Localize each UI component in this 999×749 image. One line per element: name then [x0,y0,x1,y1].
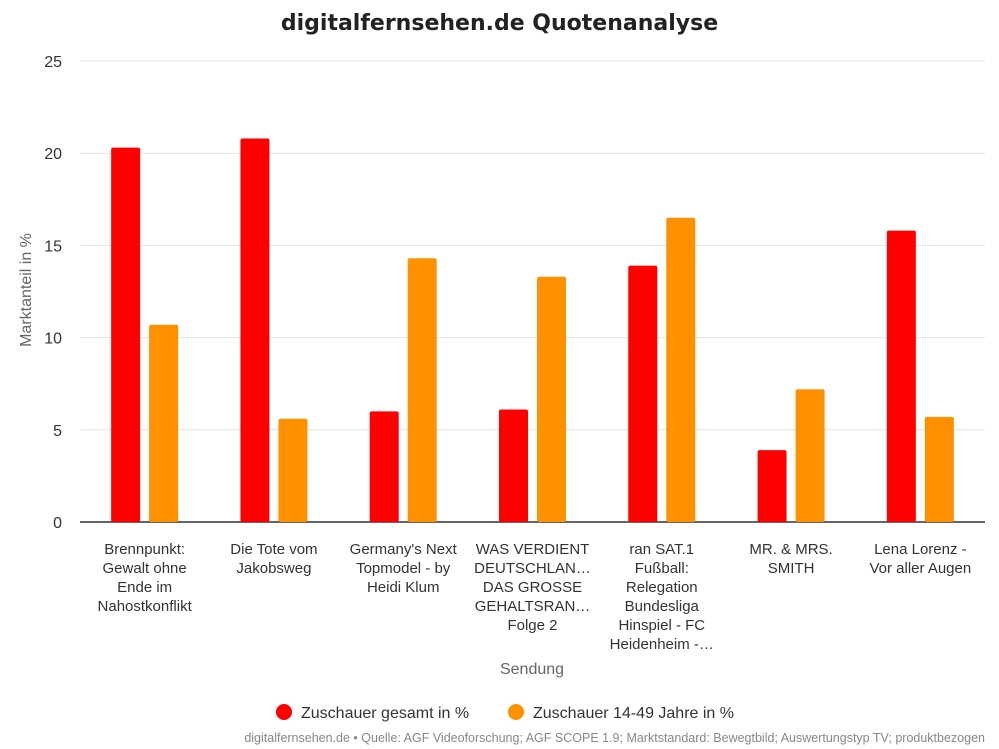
bar-gesamt-2 [369,411,399,522]
legend-label: Zuschauer gesamt in % [301,705,469,722]
y-tick-label: 0 [53,515,62,532]
bar-gesamt-3 [499,409,528,522]
legend-swatch [508,704,524,720]
legend-swatch [276,704,292,720]
x-tick-label: Die Tote vom Jakobsweg [230,541,317,577]
chart-title: digitalfernsehen.de Quotenanalyse [281,11,718,36]
y-tick-label: 5 [53,423,62,440]
y-tick-label: 10 [44,331,62,348]
x-axis-title: Sendung [500,661,564,678]
bar-gesamt-0 [111,147,141,522]
bar-14-49-5 [795,389,825,522]
y-tick-label: 25 [44,54,62,71]
bar-gesamt-6 [886,230,916,522]
legend-item-1: Zuschauer 14-49 Jahre in % [508,704,734,722]
x-tick-label: Germany's Next Topmodel - by Heidi Klum [350,541,458,596]
bar-14-49-4 [666,217,696,523]
bar-14-49-3 [537,276,566,522]
x-tick-label: WAS VERDIENT DEUTSCHLAN… DAS GROSSE GEHALTS… [474,541,591,634]
bar-gesamt-5 [757,450,787,522]
x-tick-label: ran SAT.1 Fußball: Relegation Bundesliga Hin… [610,541,714,653]
x-tick-label: MR. & MRS. SMITH [749,541,832,577]
bar-gesamt-4 [628,265,658,522]
y-axis-title: Marktanteil in % [18,233,35,347]
bar-gesamt-1 [240,138,270,522]
x-tick-label: Lena Lorenz -Vor aller Augen [869,541,971,577]
legend-item-0: Zuschauer gesamt in % [276,704,469,722]
source-footer: digitalfernsehen.de • Quelle: AGF Videof… [244,731,985,745]
y-tick-label: 20 [44,146,62,163]
x-tick-label: Brennpunkt: Gewalt ohne Ende im Nahostkonfl… [98,541,193,615]
legend-label: Zuschauer 14-49 Jahre in % [533,705,734,722]
bar-14-49-1 [278,418,308,522]
bar-14-49-6 [924,416,954,522]
y-tick-label: 15 [44,238,62,255]
bar-14-49-2 [407,258,437,522]
bar-14-49-0 [149,324,179,522]
